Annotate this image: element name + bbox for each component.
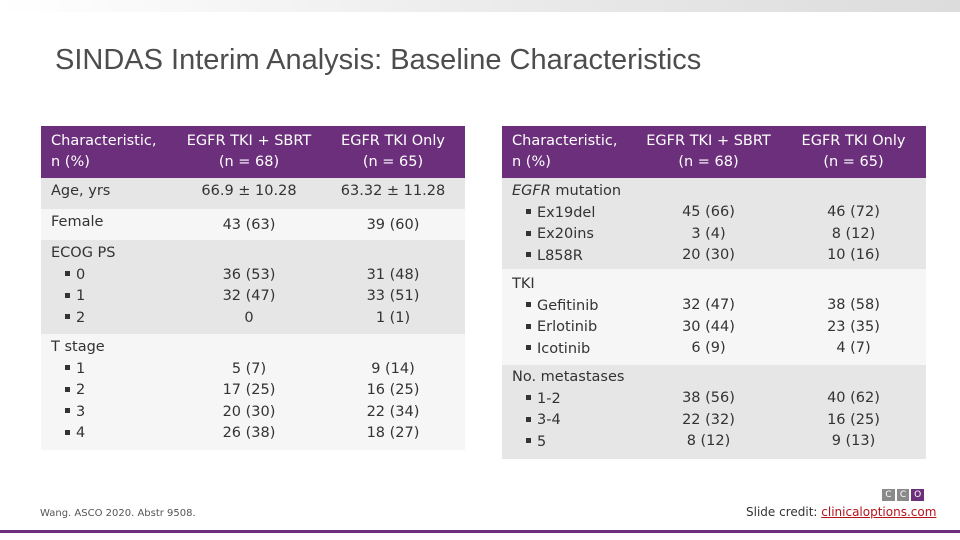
sub-label: 4 [76, 425, 86, 441]
cell-value: 17 (25) [222, 382, 276, 398]
sub-label: L858R [537, 247, 583, 264]
cell-value: 16 (25) [827, 411, 880, 428]
row-label: Female [41, 209, 177, 240]
right-header-characteristic: Characteristic, n (%) [502, 126, 636, 178]
cell-value: 4 (7) [836, 340, 871, 356]
left-header-tki-only: EGFR TKI Only (n = 65) [321, 126, 465, 178]
sub-label: 3 [76, 403, 86, 420]
cco-logo: C C O [882, 489, 925, 501]
row-label: ECOG PS [51, 245, 116, 261]
cell-values: 38 (56) 22 (32) 8 (12) [636, 365, 781, 459]
cell-value: 8 (12) [831, 225, 876, 242]
row-label-egfr: EGFR mutation Ex19del Ex20ins L858R [502, 178, 636, 269]
cell-value: 3 (4) [691, 225, 726, 242]
left-baseline-table: Characteristic, n (%) EGFR TKI + SBRT (n… [41, 126, 465, 450]
credit-link[interactable]: clinicaloptions.com [821, 505, 937, 519]
credit-label: Slide credit: [746, 505, 822, 519]
row-label: TKI [512, 276, 535, 292]
cell-value: 20 (30) [682, 247, 735, 263]
row-label: No. metastases [512, 369, 625, 385]
cell-value: 1 (1) [375, 309, 411, 326]
row-label: T stage [51, 339, 105, 355]
bottom-accent-line [0, 530, 960, 533]
cell-value: 9 (13) [831, 433, 876, 449]
sub-label: Icotinib [537, 340, 591, 357]
sub-label: 2 [76, 309, 86, 326]
cell-value: 31 (48) [366, 266, 420, 283]
sub-label: 1-2 [537, 390, 561, 407]
cell-value: 8 (12) [686, 433, 731, 449]
cell-value: 39 (60) [321, 209, 465, 240]
cell-values: 38 (58) 23 (35) 4 (7) [781, 269, 926, 365]
cell-value: 16 (25) [366, 382, 420, 398]
table-row: T stage 1 2 3 4 5 (7) 17 (25) 20 (30) 26… [41, 334, 465, 450]
sub-label: 1 [76, 288, 86, 304]
sub-label: 1 [76, 360, 86, 377]
row-label-metastases: No. metastases 1-2 3-4 5 [502, 365, 636, 459]
citation: Wang. ASCO 2020. Abstr 9508. [40, 508, 196, 519]
row-label-tstage: T stage 1 2 3 4 [41, 334, 177, 450]
cell-value: 18 (27) [366, 425, 420, 441]
right-header-tki-only: EGFR TKI Only (n = 65) [781, 126, 926, 178]
cell-value: 38 (56) [682, 390, 735, 406]
cell-value: 0 [244, 309, 254, 326]
table-row: TKI Gefitinib Erlotinib Icotinib 32 (47)… [502, 269, 926, 365]
cell-value: 5 (7) [231, 360, 267, 377]
cell-value: 10 (16) [827, 247, 880, 263]
cell-values: 31 (48) 33 (51) 1 (1) [321, 240, 465, 334]
sub-label: Ex19del [537, 204, 596, 221]
row-label: EGFR mutation [512, 183, 622, 199]
cell-value: 6 (9) [691, 340, 726, 356]
cell-value: 23 (35) [827, 318, 880, 335]
left-header-sbrt: EGFR TKI + SBRT (n = 68) [177, 126, 321, 178]
cell-value: 43 (63) [177, 209, 321, 240]
cell-values: 36 (53) 32 (47) 0 [177, 240, 321, 334]
slide-credit: Slide credit: clinicaloptions.com [746, 505, 936, 519]
left-header-characteristic: Characteristic, n (%) [41, 126, 177, 178]
cell-value: 38 (58) [827, 297, 880, 313]
sub-label: Gefitinib [537, 297, 599, 314]
cell-value: 32 (47) [682, 297, 735, 313]
cell-value: 22 (34) [366, 403, 420, 420]
cell-values: 46 (72) 8 (12) 10 (16) [781, 178, 926, 269]
table-row: Age, yrs 66.9 ± 10.28 63.32 ± 11.28 [41, 178, 465, 209]
cell-value: 20 (30) [222, 403, 276, 420]
cell-value: 26 (38) [222, 425, 276, 441]
sub-label: Erlotinib [537, 319, 598, 335]
row-label-tki: TKI Gefitinib Erlotinib Icotinib [502, 269, 636, 365]
row-label-ecog: ECOG PS 0 1 2 [41, 240, 177, 334]
cell-value: 9 (14) [371, 360, 415, 377]
cell-value: 32 (47) [222, 288, 276, 304]
cell-values: 9 (14) 16 (25) 22 (34) 18 (27) [321, 334, 465, 450]
cell-value: 63.32 ± 11.28 [321, 178, 465, 209]
cell-values: 32 (47) 30 (44) 6 (9) [636, 269, 781, 365]
cell-value: 30 (44) [682, 318, 735, 335]
sub-label: 2 [76, 382, 86, 398]
cell-value: 36 (53) [222, 266, 276, 283]
row-label: Age, yrs [41, 178, 177, 209]
sub-label: 3-4 [537, 412, 561, 428]
right-header-sbrt: EGFR TKI + SBRT (n = 68) [636, 126, 781, 178]
cell-value: 45 (66) [682, 204, 735, 220]
sub-label: 5 [537, 433, 547, 450]
cell-value: 46 (72) [827, 204, 880, 220]
top-gradient-bar [0, 0, 960, 12]
table-row: EGFR mutation Ex19del Ex20ins L858R 45 (… [502, 178, 926, 269]
cell-values: 5 (7) 17 (25) 20 (30) 26 (38) [177, 334, 321, 450]
sub-label: Ex20ins [537, 226, 594, 242]
table-row: Female 43 (63) 39 (60) [41, 209, 465, 240]
table-row: ECOG PS 0 1 2 36 (53) 32 (47) 0 31 (48) … [41, 240, 465, 334]
cell-value: 66.9 ± 10.28 [177, 178, 321, 209]
cell-values: 45 (66) 3 (4) 20 (30) [636, 178, 781, 269]
cell-value: 40 (62) [827, 390, 880, 406]
page-title: SINDAS Interim Analysis: Baseline Charac… [55, 44, 702, 76]
cell-value: 33 (51) [366, 288, 420, 304]
table-row: No. metastases 1-2 3-4 5 38 (56) 22 (32)… [502, 365, 926, 459]
cell-values: 40 (62) 16 (25) 9 (13) [781, 365, 926, 459]
sub-label: 0 [76, 266, 86, 283]
right-baseline-table: Characteristic, n (%) EGFR TKI + SBRT (n… [502, 126, 926, 459]
cell-value: 22 (32) [682, 411, 735, 428]
